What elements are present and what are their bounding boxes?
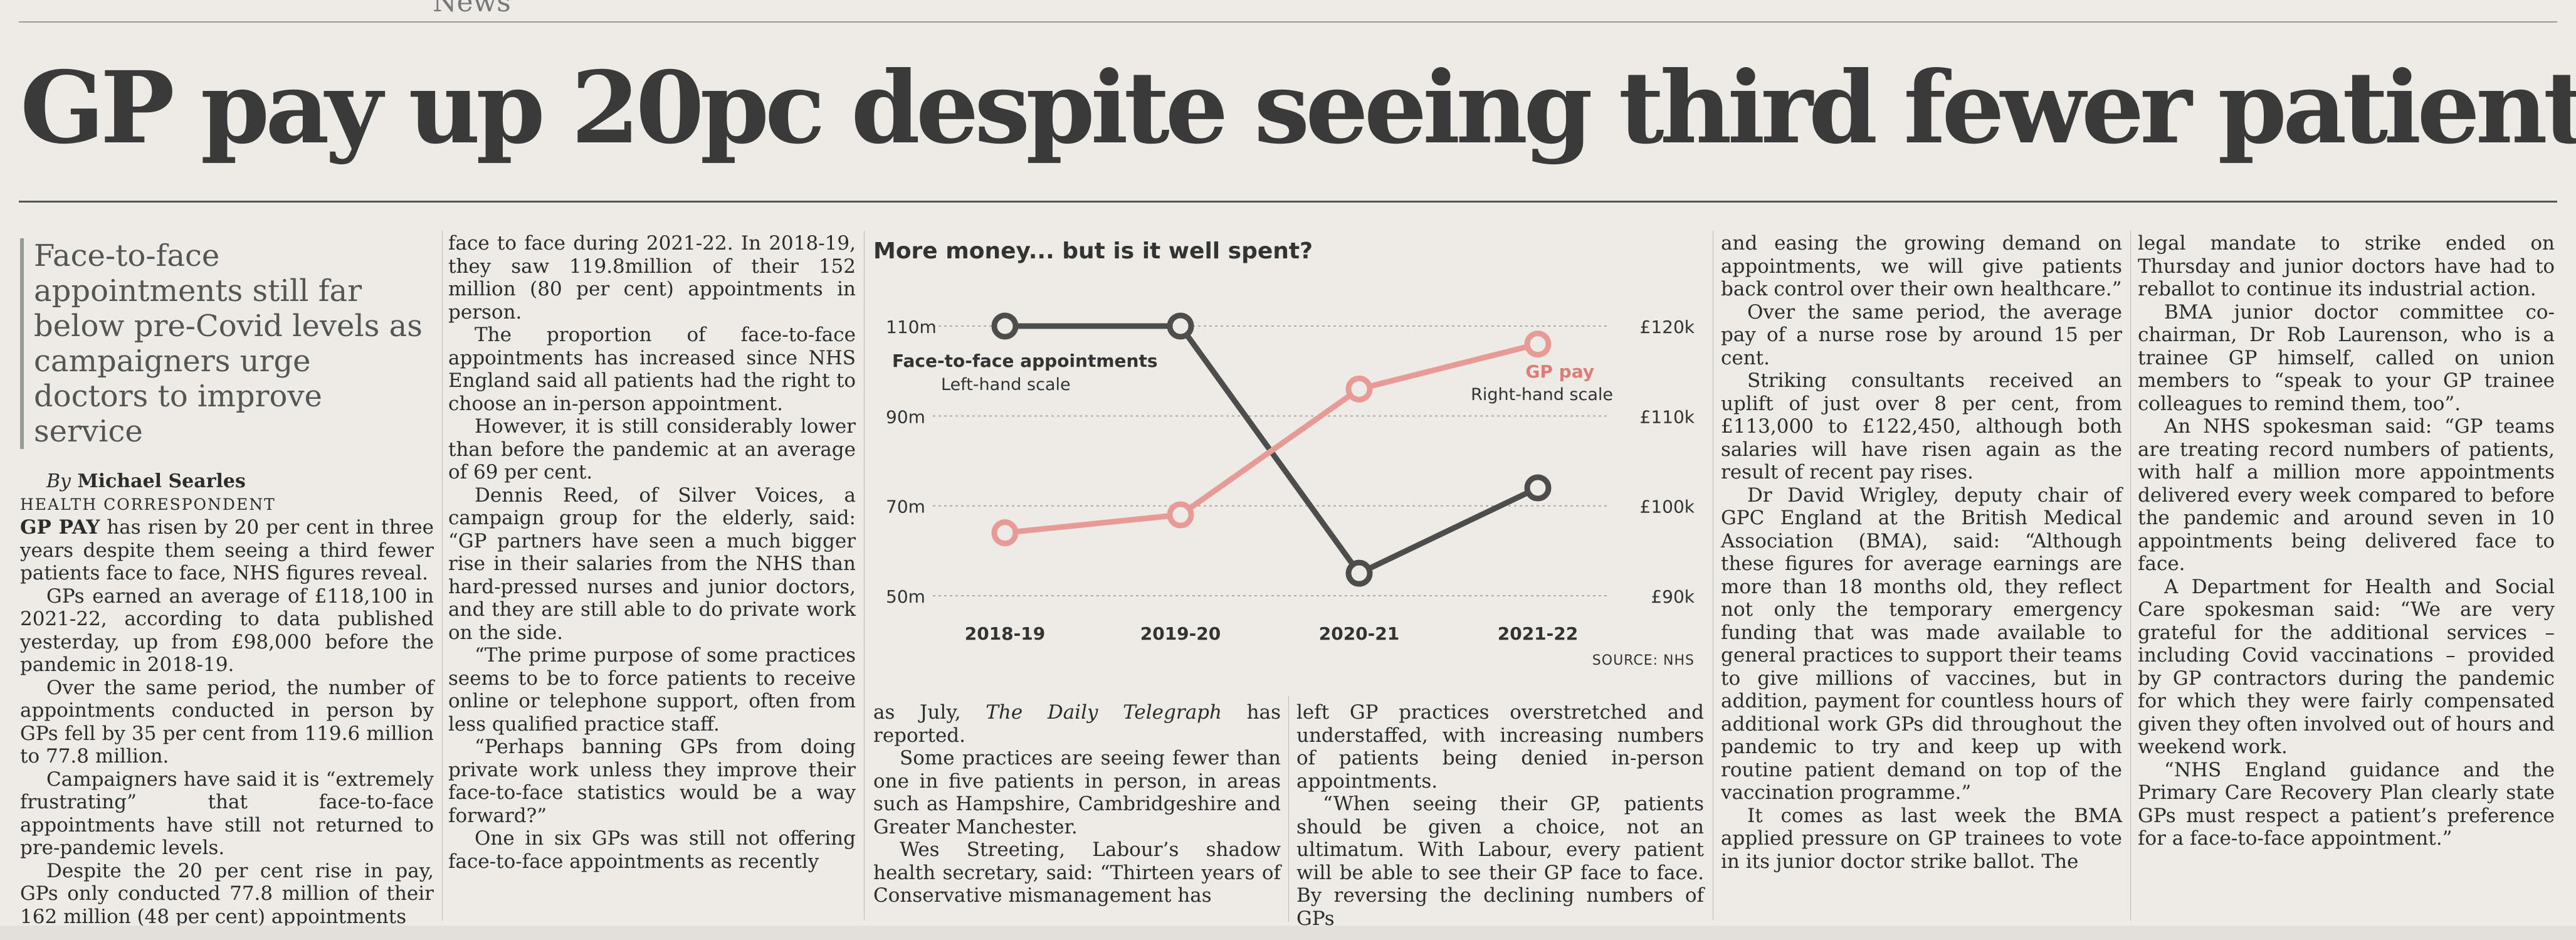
x-tick-label: 2021-22: [1498, 623, 1579, 644]
paragraph: Dennis Reed, of Silver Voices, a campaig…: [448, 483, 856, 644]
page-bottom-band: [0, 926, 2576, 940]
column-2: face to face during 2021-22. In 2018-19,…: [448, 232, 856, 873]
data-point: [1345, 375, 1373, 403]
chart-source: SOURCE: NHS: [1592, 653, 1695, 668]
paragraph: Over the same period, the average pay of…: [1721, 300, 2122, 369]
paragraph: It comes as last week the BMA applied pr…: [1721, 804, 2122, 873]
paragraph: Wes Streeting, Labour’s shadow health se…: [873, 838, 1281, 907]
paragraph: legal mandate to strike ended on Thursda…: [2138, 232, 2555, 300]
column-rule: [2130, 231, 2131, 921]
newspaper-name: The Daily Telegraph: [986, 701, 1222, 724]
chart: More money... but is it well spent? 110m…: [873, 238, 1707, 682]
series-sublabel: Right-hand scale: [1471, 385, 1613, 404]
series-line: [1004, 341, 1539, 536]
headline: GP pay up 20pc despite seeing third fewe…: [20, 50, 2576, 166]
column-rule: [442, 231, 443, 921]
paragraph: Over the same period, the number of appo…: [20, 676, 434, 768]
byline-role: HEALTH CORRESPONDENT: [20, 495, 276, 514]
text-run: has reported.: [873, 701, 1281, 747]
lead-caps: GP PAY: [20, 516, 100, 539]
data-point: [1167, 312, 1194, 340]
paragraph: Dr David Wrigley, deputy chair of GPC En…: [1721, 483, 2122, 805]
chart-title: More money... but is it well spent?: [873, 238, 1313, 264]
right-tick-label: £110k: [1640, 406, 1695, 427]
data-point: [991, 519, 1019, 547]
byline: By Michael Searles: [20, 470, 434, 494]
paragraph: as July, The Daily Telegraph has reporte…: [873, 701, 1281, 747]
paragraph: An NHS spokesman said: “GP teams are tre…: [2138, 415, 2555, 575]
chart-svg: 110m £120k 90m £110k 70m £100k 50m £90k 2018-19 2…: [886, 312, 1695, 668]
column-4: left GP practices overstretched and unde…: [1296, 701, 1704, 930]
left-tick-label: 50m: [886, 586, 925, 607]
x-tick-label: 2019-20: [1140, 623, 1221, 644]
paragraph: “When seeing their GP, patients should b…: [1296, 793, 1704, 930]
data-point: [1345, 559, 1373, 587]
column-rule: [864, 231, 865, 921]
data-point: [991, 312, 1019, 340]
left-tick-label: 90m: [886, 406, 925, 427]
right-tick-label: £120k: [1640, 317, 1695, 337]
paragraph: BMA junior doctor committee co-chairman,…: [2138, 300, 2555, 415]
right-tick-label: £100k: [1640, 497, 1695, 517]
data-point: [1524, 330, 1552, 358]
paragraph: and easing the growing demand on appoint…: [1721, 232, 2122, 300]
data-point: [1167, 501, 1194, 529]
series-label: GP pay: [1525, 361, 1594, 382]
paragraph: face to face during 2021-22. In 2018-19,…: [448, 232, 856, 324]
x-tick-label: 2020-21: [1319, 623, 1400, 644]
paragraph: left GP practices overstretched and unde…: [1296, 701, 1704, 793]
headline-rule: [19, 201, 2557, 203]
text-run: as July,: [873, 701, 986, 724]
paragraph: Despite the 20 per cent rise in pay, GPs…: [20, 859, 434, 928]
paragraph: The proportion of face-to-face appointme…: [448, 324, 856, 415]
paragraph: “NHS England guidance and the Primary Ca…: [2138, 758, 2555, 850]
standfirst: Face-to-face appointments still far belo…: [20, 238, 434, 449]
paragraph: Campaigners have said it is “extremely f…: [20, 768, 434, 860]
byline-prefix: By: [46, 470, 71, 492]
series-label: Face-to-face appointments: [892, 351, 1158, 371]
paragraph: GPs earned an average of £118,100 in 202…: [20, 584, 434, 677]
paragraph: Some practices are seeing fewer than one…: [873, 747, 1281, 838]
paragraph: One in six GPs was still not offering fa…: [448, 827, 856, 873]
paragraph: However, it is still considerably lower …: [448, 415, 856, 483]
lead-text: has risen by 20 per cent in three years …: [20, 516, 434, 584]
data-point: [1524, 474, 1552, 502]
paragraph: “The prime purpose of some practices see…: [448, 644, 856, 736]
column-5: and easing the growing demand on appoint…: [1721, 232, 2122, 873]
series-sublabel: Left-hand scale: [941, 375, 1071, 394]
paragraph: Striking consultants received an uplift …: [1721, 369, 2122, 483]
left-tick-label: 110m: [886, 317, 937, 337]
paragraph: A Department for Health and Social Care …: [2138, 575, 2555, 759]
lead-paragraph: GP PAY has risen by 20 per cent in three…: [20, 516, 434, 585]
right-tick-label: £90k: [1651, 586, 1695, 607]
x-tick-label: 2018-19: [965, 623, 1046, 644]
top-rule: [19, 21, 2557, 23]
paragraph: “Perhaps banning GPs from doing private …: [448, 736, 856, 827]
section-tag: News: [433, 0, 511, 18]
column-3: as July, The Daily Telegraph has reporte…: [873, 701, 1281, 907]
column-rule: [1288, 696, 1289, 922]
byline-name: Michael Searles: [77, 470, 246, 492]
column-6: legal mandate to strike ended on Thursda…: [2138, 232, 2555, 850]
left-tick-label: 70m: [886, 497, 925, 517]
column-1: Face-to-face appointments still far belo…: [20, 232, 434, 928]
